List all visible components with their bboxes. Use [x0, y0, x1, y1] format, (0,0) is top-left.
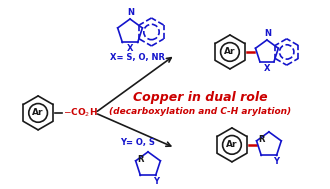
Text: Copper in dual role: Copper in dual role: [133, 91, 267, 104]
Text: X: X: [264, 64, 270, 73]
Text: N: N: [264, 29, 271, 38]
Text: Ar: Ar: [32, 108, 44, 117]
Text: Y: Y: [274, 157, 280, 166]
Text: Y= O, S: Y= O, S: [119, 138, 154, 147]
Text: X= S, O, NR: X= S, O, NR: [110, 53, 165, 62]
Text: X: X: [127, 44, 133, 53]
Text: $-$CO$_2$H: $-$CO$_2$H: [63, 107, 98, 119]
Text: Ar: Ar: [226, 140, 238, 149]
Text: Y: Y: [153, 177, 159, 186]
Text: (decarboxylation and C-H arylation): (decarboxylation and C-H arylation): [109, 107, 291, 116]
Text: N: N: [127, 8, 135, 17]
Text: R: R: [138, 155, 144, 164]
Text: R: R: [259, 135, 265, 144]
Text: Ar: Ar: [224, 47, 236, 57]
